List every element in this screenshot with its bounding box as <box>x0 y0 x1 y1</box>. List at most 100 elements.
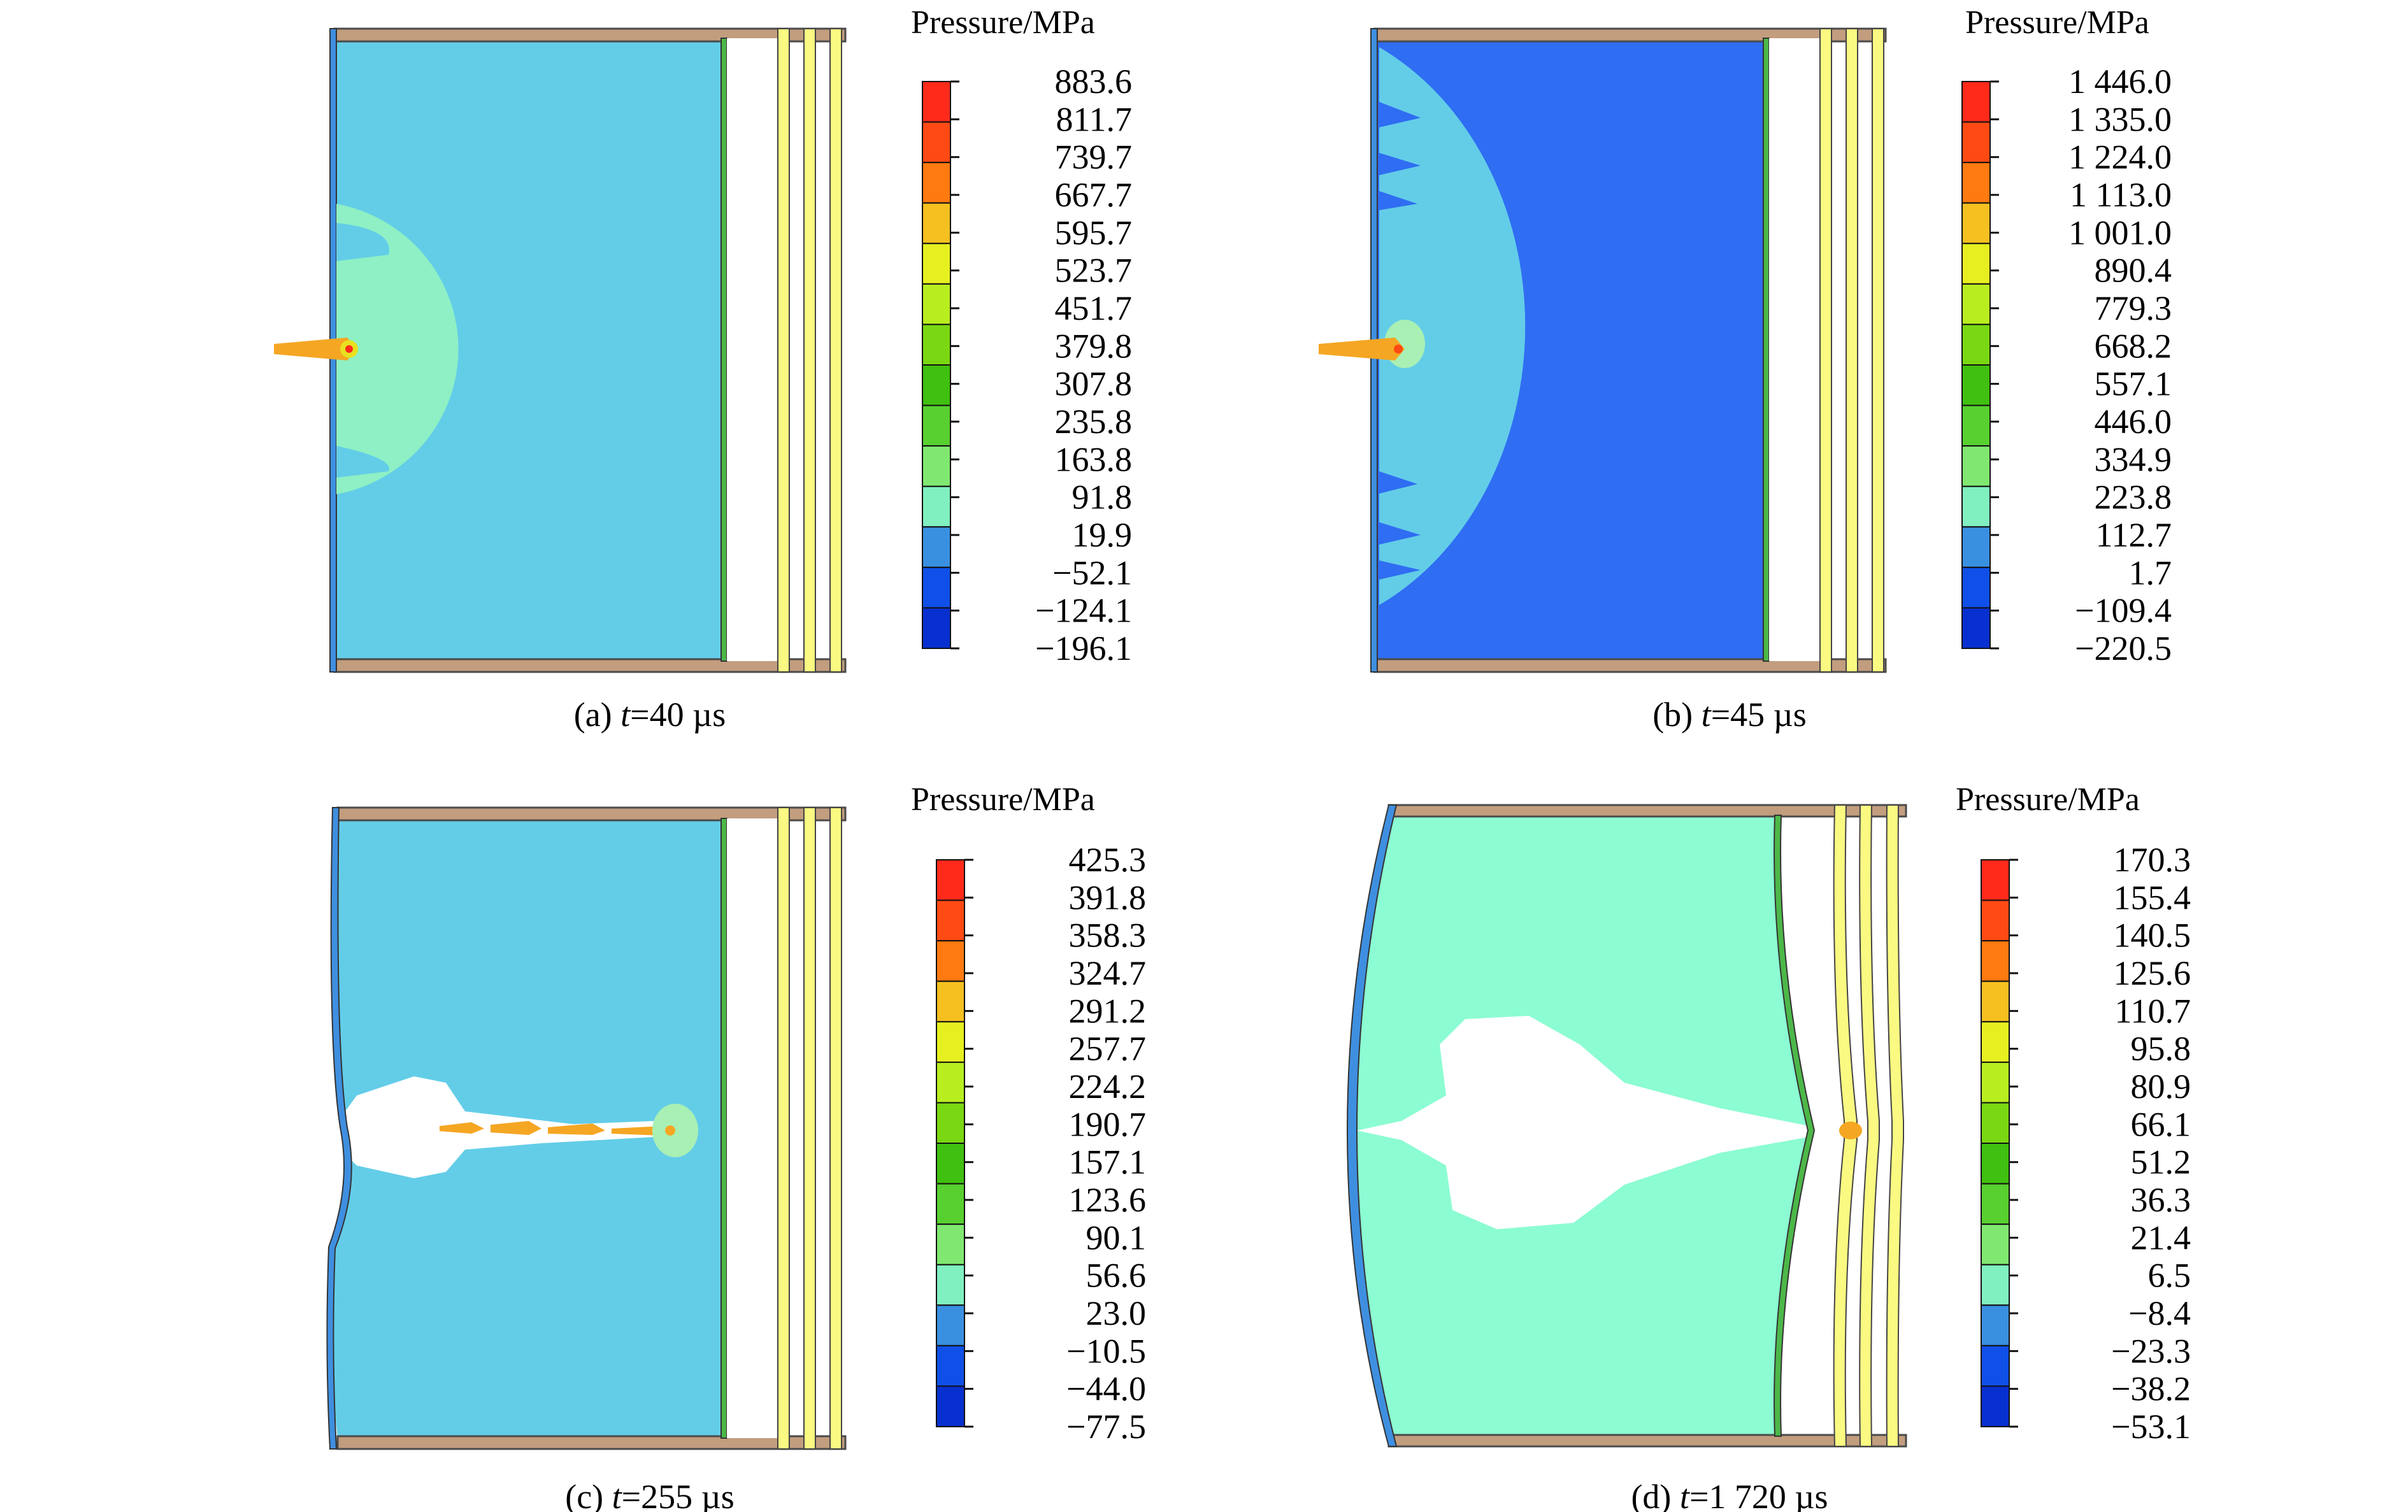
colorbar-tick-label: 595.7 <box>1055 213 1133 252</box>
colorbar-tick-label: 334.9 <box>2095 440 2172 478</box>
panel-layer-1 <box>1819 28 1832 673</box>
air-gap <box>727 38 778 661</box>
colorbar-swatch <box>936 1304 965 1346</box>
colorbar-tick-label: 883.6 <box>1055 62 1133 101</box>
colorbar-tick-label: −77.5 <box>1066 1408 1146 1446</box>
legend-title: Pressure/MPa <box>911 781 1095 818</box>
simulation-domain-b <box>1319 27 1887 673</box>
detonation-core <box>1394 345 1403 353</box>
colorbar-swatch <box>936 1102 965 1145</box>
colorbar-tick-label: 1 446.0 <box>2068 62 2172 101</box>
caption-b: (b) t=45 µs <box>1652 695 1807 734</box>
colorbar-swatch <box>1981 1304 2010 1346</box>
panel-layer-1 <box>777 807 790 1450</box>
colorbar-tick-label: 123.6 <box>1069 1181 1147 1219</box>
colorbar-tick-label: 1 113.0 <box>2070 176 2172 214</box>
colorbar-swatch <box>936 1344 965 1387</box>
colorbar-swatch <box>1981 1264 2010 1306</box>
colorbar-swatch <box>922 121 951 164</box>
colorbar-tick-label: 170.3 <box>2114 841 2191 879</box>
colorbar-tick-label: 1 224.0 <box>2068 138 2172 176</box>
colorbar-swatch <box>1981 1223 2010 1266</box>
panel-c: Pressure/MPa 425.3391.8358.3324.7291.225… <box>326 781 1146 1512</box>
colorbar-tick-label: 91.8 <box>1072 478 1133 517</box>
colorbar-swatch <box>922 81 951 123</box>
panel-layer-2 <box>803 807 816 1450</box>
colorbar-swatch <box>1981 1183 2010 1225</box>
colorbar-tick-label: 739.7 <box>1055 138 1133 176</box>
front-wall <box>1346 804 1398 1447</box>
colorbar-tick-label: 1 001.0 <box>2068 213 2172 252</box>
colorbar-tick-label: 811.7 <box>1056 100 1133 138</box>
colorbar-swatch <box>1961 121 1991 164</box>
colorbar-tick-label: −196.1 <box>1035 629 1132 667</box>
legend-title: Pressure/MPa <box>1956 781 2140 818</box>
colorbar-swatch <box>936 980 965 1023</box>
panel-b: Pressure/MPa 1 446.01 335.01 224.01 113.… <box>1319 4 2172 734</box>
colorbar-swatch <box>1961 364 1991 406</box>
colorbar-swatch <box>1981 1385 2010 1427</box>
colorbar-swatch <box>922 485 951 528</box>
simulation-domain-c <box>326 806 847 1450</box>
panel-layer-2 <box>1845 28 1858 673</box>
top-plate <box>1387 804 1907 818</box>
colorbar-tick-label: 140.5 <box>2114 916 2191 955</box>
colorbar-tick-label: 379.8 <box>1055 327 1133 365</box>
colorbar-tick-label: 157.1 <box>1069 1143 1147 1181</box>
colorbar-labels: 883.6811.7739.7667.7595.7523.7451.7379.8… <box>950 62 1132 667</box>
colorbar-tick-label: −52.1 <box>1052 553 1132 592</box>
colorbar-swatch <box>1981 859 2010 901</box>
colorbar-swatch <box>1981 1061 2010 1104</box>
colorbar-tick-label: 257.7 <box>1069 1030 1147 1068</box>
colorbar-tick-label: 890.4 <box>2095 252 2172 290</box>
simulation-domain-d <box>1346 804 1907 1448</box>
colorbar-swatch <box>922 404 951 447</box>
back-wall <box>1763 38 1770 662</box>
colorbar-tick-label: 446.0 <box>2095 403 2172 441</box>
colorbar-swatches <box>1961 81 1991 650</box>
colorbar-tick-label: −38.2 <box>2111 1370 2191 1408</box>
panel-layer-3 <box>829 28 842 673</box>
colorbar-tick-label: −53.1 <box>2111 1408 2191 1446</box>
colorbar-swatch <box>922 526 951 568</box>
colorbar-swatch <box>1981 940 2010 982</box>
colorbar-swatch <box>922 162 951 204</box>
colorbar-tick-label: 36.3 <box>2131 1181 2191 1219</box>
bottom-plate <box>1387 1434 1907 1448</box>
colorbar-swatch <box>1961 566 1991 609</box>
panel-layer-1 <box>777 28 790 673</box>
colorbar-tick-label: 80.9 <box>2131 1067 2191 1106</box>
colorbar-b: Pressure/MPa 1 446.01 335.01 224.01 113.… <box>1961 4 2172 667</box>
colorbar-swatch <box>922 283 951 325</box>
air-gap <box>1769 38 1820 661</box>
colorbar-swatch <box>922 324 951 366</box>
colorbar-swatch <box>1961 81 1991 123</box>
colorbar-tick-label: 163.8 <box>1055 440 1133 478</box>
colorbar-tick-label: −44.0 <box>1066 1370 1146 1408</box>
colorbar-tick-label: 779.3 <box>2095 289 2172 327</box>
colorbar-tick-label: 90.1 <box>1086 1218 1147 1257</box>
colorbar-tick-label: 291.2 <box>1069 992 1147 1030</box>
colorbar-tick-label: −220.5 <box>2075 629 2172 667</box>
colorbar-swatch <box>1961 162 1991 204</box>
colorbar-swatch <box>922 445 951 487</box>
colorbar-tick-label: −8.4 <box>2128 1294 2191 1332</box>
shock-spikes <box>1379 102 1421 580</box>
colorbar-swatch <box>936 1223 965 1266</box>
detonation-jet <box>1319 338 1405 360</box>
colorbar-swatch <box>1961 485 1991 528</box>
panel-layer-3 <box>1886 804 1904 1447</box>
detonation-jet <box>274 338 357 360</box>
colorbar-tick-label: 190.7 <box>1069 1105 1147 1143</box>
caption-d: (d) t=1 720 µs <box>1631 1478 1828 1512</box>
colorbar-swatches <box>1981 859 2010 1427</box>
detonation-core <box>665 1125 675 1136</box>
colorbar-labels: 425.3391.8358.3324.7291.2257.7224.2190.7… <box>964 841 1146 1446</box>
colorbar-swatch <box>936 1021 965 1063</box>
colorbar-swatch <box>1981 899 2010 942</box>
legend-title: Pressure/MPa <box>911 4 1095 41</box>
colorbar-swatch <box>936 1061 965 1104</box>
colorbar-tick-label: 223.8 <box>2095 478 2172 517</box>
colorbar-swatches <box>936 859 965 1427</box>
